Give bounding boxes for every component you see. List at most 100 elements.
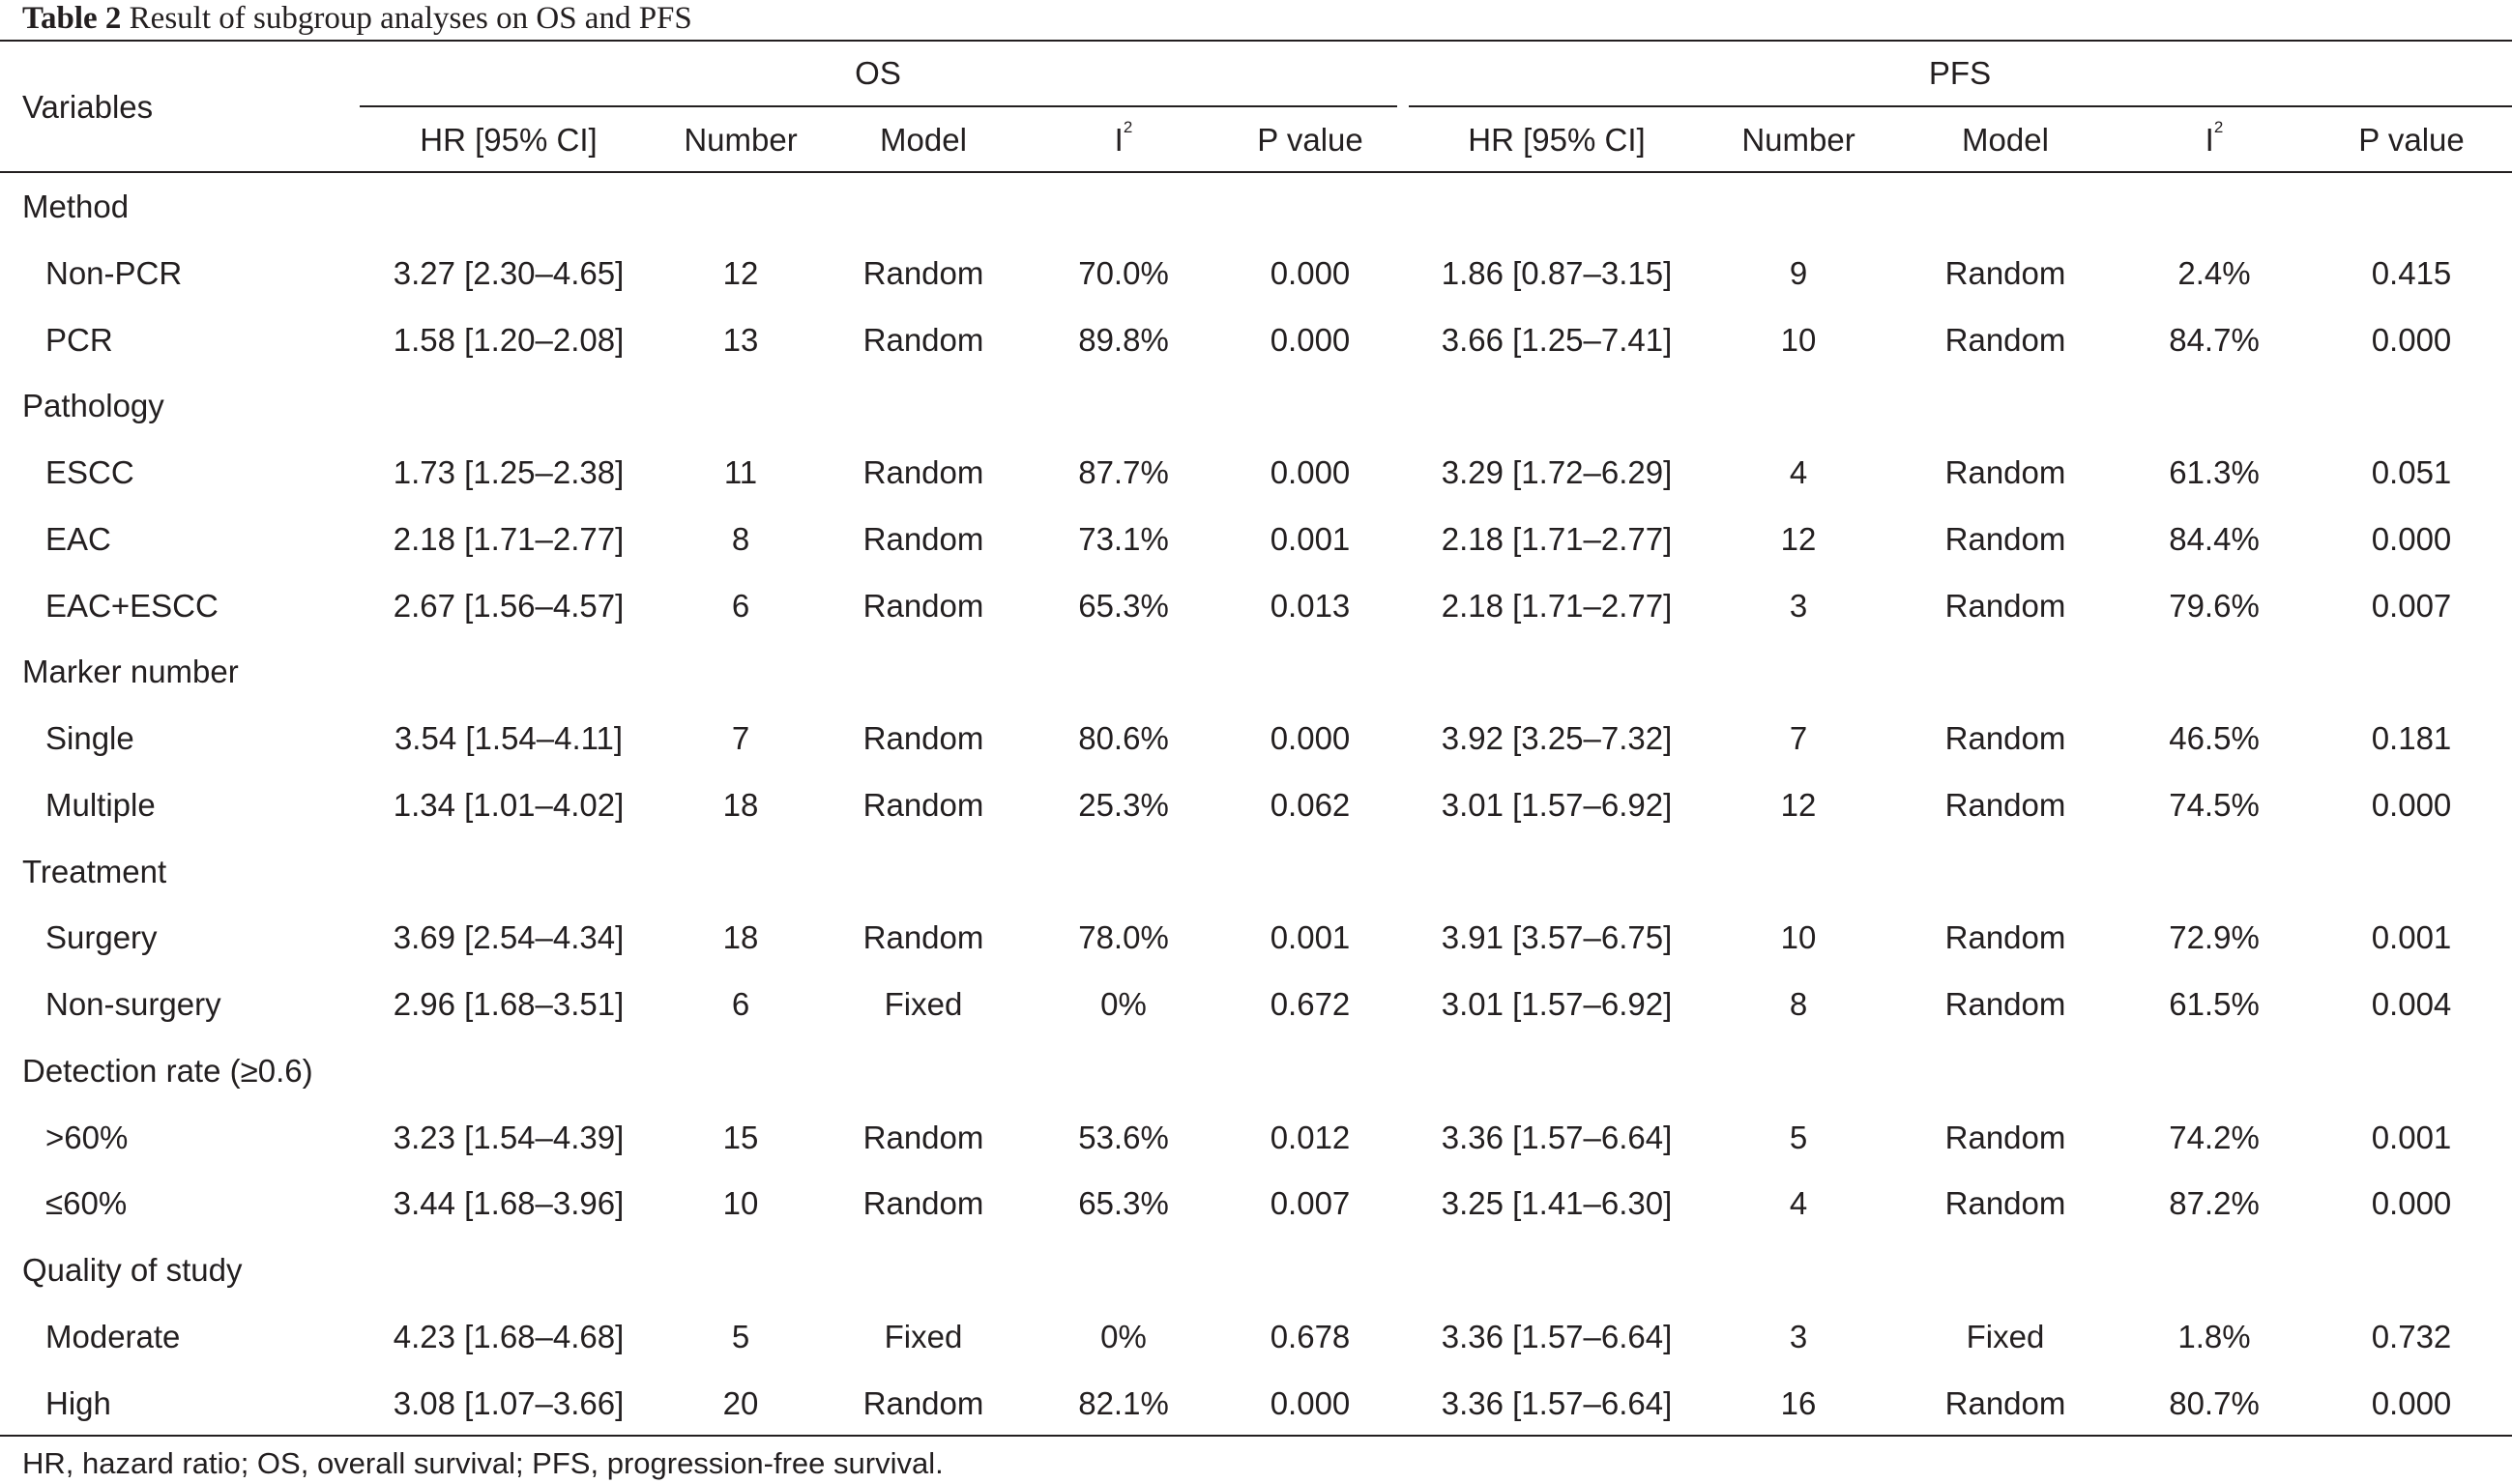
row-label: Surgery	[45, 919, 158, 955]
os-hr-cell: 3.54 [1.54–4.11]	[394, 720, 624, 756]
os-p-cell: 0.013	[1270, 588, 1351, 624]
header-pfs-hr: HR [95% CI]	[1468, 122, 1646, 158]
pfs-model-cell: Random	[1944, 255, 2066, 291]
os-number-cell: 12	[722, 255, 759, 291]
os-p-cell: 0.678	[1270, 1319, 1351, 1354]
os-i2-cell: 65.3%	[1078, 588, 1169, 624]
pfs-p-cell: 0.051	[2371, 454, 2452, 490]
pfs-hr-cell: 3.36 [1.57–6.64]	[1441, 1385, 1673, 1421]
pfs-hr-cell: 3.66 [1.25–7.41]	[1441, 322, 1673, 358]
pfs-number-cell: 9	[1789, 255, 1808, 291]
section-label: Quality of study	[22, 1252, 243, 1288]
os-p-cell: 0.000	[1270, 454, 1351, 490]
pfs-model-cell: Random	[1944, 787, 2066, 823]
pfs-model-cell: Random	[1944, 588, 2066, 624]
pfs-i2-cell: 61.5%	[2169, 986, 2260, 1022]
pfs-number-cell: 4	[1789, 1185, 1808, 1221]
os-i2-cell: 0%	[1100, 986, 1147, 1022]
header-pfs-model: Model	[1962, 122, 2049, 158]
row-label: Moderate	[45, 1319, 181, 1354]
pfs-number-cell: 5	[1789, 1120, 1808, 1155]
os-model-cell: Fixed	[884, 986, 963, 1022]
os-hr-cell: 1.58 [1.20–2.08]	[393, 322, 625, 358]
os-p-cell: 0.000	[1270, 322, 1351, 358]
pfs-model-cell: Random	[1944, 322, 2066, 358]
os-number-cell: 10	[722, 1185, 759, 1221]
row-label: ≤60%	[45, 1185, 128, 1221]
header-os-i2-base: I	[1114, 122, 1124, 158]
header-pfs-number: Number	[1741, 122, 1855, 158]
os-i2-cell: 53.6%	[1078, 1120, 1169, 1155]
pfs-model-cell: Random	[1944, 521, 2066, 557]
os-model-cell: Random	[862, 1385, 984, 1421]
os-hr-cell: 1.73 [1.25–2.38]	[393, 454, 625, 490]
pfs-model-cell: Random	[1944, 986, 2066, 1022]
pfs-p-cell: 0.732	[2371, 1319, 2452, 1354]
pfs-model-cell: Random	[1944, 1385, 2066, 1421]
os-i2-cell: 70.0%	[1078, 255, 1169, 291]
os-p-cell: 0.672	[1270, 986, 1351, 1022]
os-hr-cell: 3.23 [1.54–4.39]	[393, 1120, 625, 1155]
os-number-cell: 13	[722, 322, 759, 358]
os-p-cell: 0.012	[1270, 1120, 1351, 1155]
os-model-cell: Random	[862, 255, 984, 291]
pfs-i2-cell: 80.7%	[2169, 1385, 2260, 1421]
os-hr-cell: 2.18 [1.71–2.77]	[393, 521, 625, 557]
table-footnote: HR, hazard ratio; OS, overall survival; …	[22, 1446, 944, 1480]
pfs-hr-cell: 3.01 [1.57–6.92]	[1441, 787, 1673, 823]
pfs-hr-cell: 3.36 [1.57–6.64]	[1441, 1120, 1673, 1155]
os-number-cell: 8	[731, 521, 750, 557]
pfs-i2-cell: 87.2%	[2169, 1185, 2260, 1221]
os-hr-cell: 3.08 [1.07–3.66]	[393, 1385, 625, 1421]
pfs-hr-cell: 2.18 [1.71–2.77]	[1441, 521, 1673, 557]
header-bottom-rule	[0, 171, 2512, 173]
pfs-number-cell: 16	[1780, 1385, 1817, 1421]
row-label: Non-surgery	[45, 986, 221, 1022]
pfs-i2-cell: 46.5%	[2169, 720, 2260, 756]
row-label: >60%	[45, 1120, 129, 1155]
os-p-cell: 0.001	[1270, 521, 1351, 557]
pfs-number-cell: 4	[1789, 454, 1808, 490]
os-model-cell: Fixed	[884, 1319, 963, 1354]
pfs-hr-cell: 3.29 [1.72–6.29]	[1441, 454, 1673, 490]
pfs-p-cell: 0.007	[2371, 588, 2452, 624]
header-os-number: Number	[684, 122, 798, 158]
header-variables: Variables	[22, 89, 154, 125]
os-number-cell: 18	[722, 787, 759, 823]
pfs-hr-cell: 1.86 [0.87–3.15]	[1441, 255, 1673, 291]
pfs-p-cell: 0.004	[2371, 986, 2452, 1022]
pfs-number-cell: 10	[1780, 322, 1817, 358]
os-hr-cell: 3.69 [2.54–4.34]	[393, 919, 625, 955]
row-label: PCR	[45, 322, 113, 358]
table-caption-label: Table 2	[22, 1, 122, 36]
pfs-p-cell: 0.000	[2371, 1385, 2452, 1421]
section-label: Marker number	[22, 654, 239, 689]
os-model-cell: Random	[862, 521, 984, 557]
row-label: Non-PCR	[45, 255, 183, 291]
row-label: High	[45, 1385, 111, 1421]
pfs-number-cell: 12	[1780, 787, 1817, 823]
pfs-number-cell: 8	[1789, 986, 1808, 1022]
row-label: Multiple	[45, 787, 156, 823]
os-i2-cell: 80.6%	[1078, 720, 1169, 756]
os-hr-cell: 3.44 [1.68–3.96]	[393, 1185, 625, 1221]
header-pfs-i2-sup: 2	[2213, 118, 2224, 136]
os-p-cell: 0.000	[1270, 1385, 1351, 1421]
section-label: Treatment	[22, 854, 167, 889]
pfs-p-cell: 0.181	[2371, 720, 2452, 756]
pfs-i2-cell: 79.6%	[2169, 588, 2260, 624]
os-number-cell: 15	[722, 1120, 759, 1155]
os-model-cell: Random	[862, 720, 984, 756]
os-model-cell: Random	[862, 322, 984, 358]
os-model-cell: Random	[862, 454, 984, 490]
os-model-cell: Random	[862, 787, 984, 823]
pfs-model-cell: Random	[1944, 1185, 2066, 1221]
os-p-cell: 0.001	[1270, 919, 1351, 955]
pfs-i2-cell: 74.2%	[2169, 1120, 2260, 1155]
pfs-number-cell: 3	[1789, 588, 1808, 624]
os-i2-cell: 65.3%	[1078, 1185, 1169, 1221]
table-caption-title: Result of subgroup analyses on OS and PF…	[129, 1, 692, 36]
pfs-i2-cell: 61.3%	[2169, 454, 2260, 490]
pfs-hr-cell: 3.92 [3.25–7.32]	[1441, 720, 1673, 756]
pfs-hr-cell: 3.36 [1.57–6.64]	[1441, 1319, 1673, 1354]
